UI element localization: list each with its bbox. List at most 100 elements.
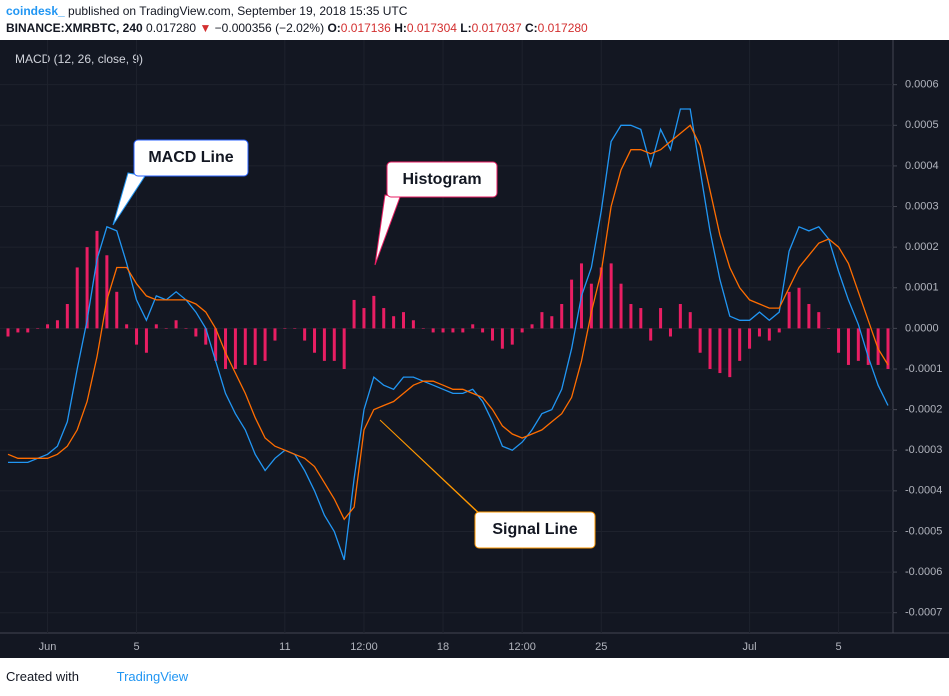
histogram-bar xyxy=(807,304,811,329)
chart-background xyxy=(0,40,949,658)
histogram-bar xyxy=(698,328,702,353)
callout: Histogram xyxy=(374,161,498,266)
y-tick-label: -0.0003 xyxy=(905,444,942,456)
histogram-bar xyxy=(500,328,504,349)
header-line: BINANCE:XMRBTC, 240 0.017280 ▼ −0.000356… xyxy=(6,20,588,37)
histogram-bar xyxy=(708,328,712,369)
y-tick-label: 0.0002 xyxy=(905,241,939,253)
histogram-bar xyxy=(757,328,761,337)
x-tick-label: 5 xyxy=(835,641,841,653)
histogram-bar xyxy=(16,328,20,333)
y-tick-label: 0.0005 xyxy=(905,119,939,131)
histogram-bar xyxy=(668,328,672,337)
header-line: coindesk_ published on TradingView.com, … xyxy=(6,3,588,20)
histogram-bar xyxy=(421,328,425,329)
callout-text: Histogram xyxy=(402,171,481,188)
histogram-bar xyxy=(797,287,801,329)
histogram-bar xyxy=(85,247,89,329)
direction: ▼ xyxy=(199,21,212,35)
published: published on TradingView.com, September … xyxy=(68,4,408,18)
histogram-bar xyxy=(392,316,396,329)
histogram-bar xyxy=(313,328,317,353)
series-line xyxy=(8,108,889,561)
histogram-bar xyxy=(876,328,880,365)
histogram-bar xyxy=(135,328,139,345)
histogram-bar xyxy=(36,328,40,329)
histogram-bar xyxy=(243,328,247,365)
histogram-bar xyxy=(204,328,208,345)
histogram-bar xyxy=(649,328,653,341)
histogram-bar xyxy=(728,328,732,378)
callout-text: Signal Line xyxy=(492,521,577,538)
change: −0.000356 (−2.02%) xyxy=(214,21,325,35)
histogram-bar xyxy=(837,328,841,353)
histogram-bar xyxy=(372,295,376,329)
histogram-bar xyxy=(471,324,475,329)
x-tick-label: Jul xyxy=(743,641,757,653)
histogram-bar xyxy=(402,312,406,329)
histogram-bar xyxy=(659,308,663,329)
histogram-bar xyxy=(224,328,228,369)
x-tick-label: 12:00 xyxy=(350,641,378,653)
histogram-bar xyxy=(46,324,50,329)
series-line xyxy=(7,124,889,521)
y-tick-label: 0.0001 xyxy=(905,282,939,294)
x-tick-label: 25 xyxy=(595,641,607,653)
histogram-bar xyxy=(273,328,277,341)
histogram-bar xyxy=(233,328,237,369)
ohlc-label: L: xyxy=(460,21,472,35)
histogram-bar xyxy=(520,328,524,333)
histogram-bar xyxy=(322,328,326,361)
histogram-bar xyxy=(214,328,218,361)
author[interactable]: coindesk_ xyxy=(6,4,65,18)
histogram-bar xyxy=(352,299,356,329)
x-tick-label: 18 xyxy=(437,641,449,653)
histogram-bar xyxy=(253,328,257,365)
histogram-bar xyxy=(283,328,287,329)
histogram-bar xyxy=(599,267,603,329)
ohlc-value: 0.017037 xyxy=(471,21,522,35)
y-tick-label: -0.0006 xyxy=(905,566,942,578)
histogram-bar xyxy=(846,328,850,365)
symbol: BINANCE:XMRBTC, 240 xyxy=(6,21,143,35)
histogram-bar xyxy=(6,328,10,337)
histogram-bar xyxy=(767,328,771,341)
histogram-bar xyxy=(115,291,119,329)
ohlc-value: 0.017280 xyxy=(537,21,588,35)
histogram-bar xyxy=(65,304,69,329)
histogram-bar xyxy=(609,263,613,329)
ohlc-label: H: xyxy=(394,21,407,35)
histogram-bar xyxy=(619,283,623,329)
histogram-bar xyxy=(688,312,692,329)
histogram-bar xyxy=(540,312,544,329)
histogram-bar xyxy=(154,324,158,329)
histogram-bar xyxy=(95,230,99,329)
histogram-bar xyxy=(55,320,59,329)
histogram-bar xyxy=(827,328,831,329)
y-tick-label: 0.0004 xyxy=(905,160,939,172)
histogram-bar xyxy=(431,328,435,333)
ohlc-label: C: xyxy=(525,21,538,35)
y-tick-label: 0.0000 xyxy=(905,322,939,334)
brand-link[interactable]: TradingView xyxy=(116,669,189,684)
y-tick-label: 0.0003 xyxy=(905,200,939,212)
x-tick-label: 5 xyxy=(133,641,139,653)
histogram-bar xyxy=(332,328,336,361)
y-tick-label: -0.0005 xyxy=(905,525,942,537)
ohlc-label: O: xyxy=(327,21,341,35)
histogram-bar xyxy=(886,328,890,369)
histogram-bar xyxy=(481,328,485,333)
y-tick-label: -0.0004 xyxy=(905,485,942,497)
histogram-bar xyxy=(589,283,593,329)
histogram-bar xyxy=(738,328,742,361)
callout-box xyxy=(133,139,249,177)
histogram-bar xyxy=(144,328,148,353)
histogram-bar xyxy=(678,304,682,329)
histogram-bar xyxy=(303,328,307,341)
y-tick-label: -0.0002 xyxy=(905,404,942,416)
histogram-bar xyxy=(530,324,534,329)
x-tick-label: 11 xyxy=(279,641,290,653)
callout-box xyxy=(386,161,498,198)
histogram-bar xyxy=(718,328,722,374)
